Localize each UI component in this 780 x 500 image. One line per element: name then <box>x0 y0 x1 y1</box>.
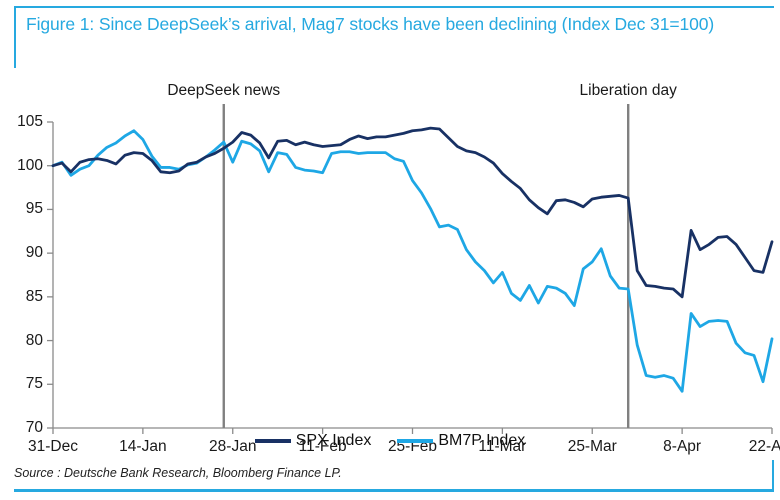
y-tick-label: 90 <box>25 244 43 262</box>
source-right-rule <box>772 460 774 492</box>
y-tick-label: 95 <box>25 200 43 218</box>
legend-entry-bm7p[interactable]: BM7P Index <box>397 432 525 450</box>
y-tick-label: 75 <box>25 375 43 393</box>
source-note: Source : Deutsche Bank Research, Bloombe… <box>14 466 342 480</box>
x-tick-label: 8-Apr <box>663 438 702 455</box>
annotation-lines <box>222 104 630 428</box>
axis-ticks <box>47 121 773 434</box>
figure-bottom-rule <box>14 489 774 492</box>
legend-label-bm7p: BM7P Index <box>438 432 526 449</box>
title-top-rule <box>14 6 774 8</box>
y-tick-label: 70 <box>25 419 43 436</box>
x-tick-label: 28-Jan <box>209 438 257 455</box>
chart-plot-area: 70 75 80 85 90 95 100 105 31-Dec 14-Jan 28-Jan 11-… <box>0 80 780 455</box>
x-tick-label: 22-Apr <box>748 438 780 455</box>
y-tick-label: 85 <box>25 287 43 305</box>
figure-title: Figure 1: Since DeepSeek’s arrival, Mag7… <box>26 14 715 34</box>
legend-swatch-spx <box>254 439 291 443</box>
y-tick-label: 100 <box>17 156 43 174</box>
legend-label-spx: SPX Index <box>295 432 372 449</box>
annotation-label-1: Liberation day <box>579 82 677 99</box>
y-tick-label: 105 <box>17 113 43 130</box>
x-tick-label: 11-Mar <box>478 438 527 455</box>
legend-swatch-bm7p <box>397 439 434 443</box>
chart-legend: SPX Index BM7P Index <box>0 432 780 450</box>
y-tick-label: 80 <box>25 331 43 349</box>
annotation-label-0: DeepSeek news <box>167 82 281 99</box>
x-tick-label: 25-Mar <box>567 438 617 455</box>
legend-entry-spx[interactable]: SPX Index <box>254 432 372 450</box>
x-tick-label: 11-Feb <box>298 438 347 455</box>
chart-svg <box>47 104 774 434</box>
series-line-spx <box>51 126 774 299</box>
title-left-rule <box>14 6 16 68</box>
x-tick-label: 14-Jan <box>119 438 167 455</box>
series-line-bm7p <box>51 129 774 393</box>
x-tick-label: 31-Dec <box>28 438 78 455</box>
